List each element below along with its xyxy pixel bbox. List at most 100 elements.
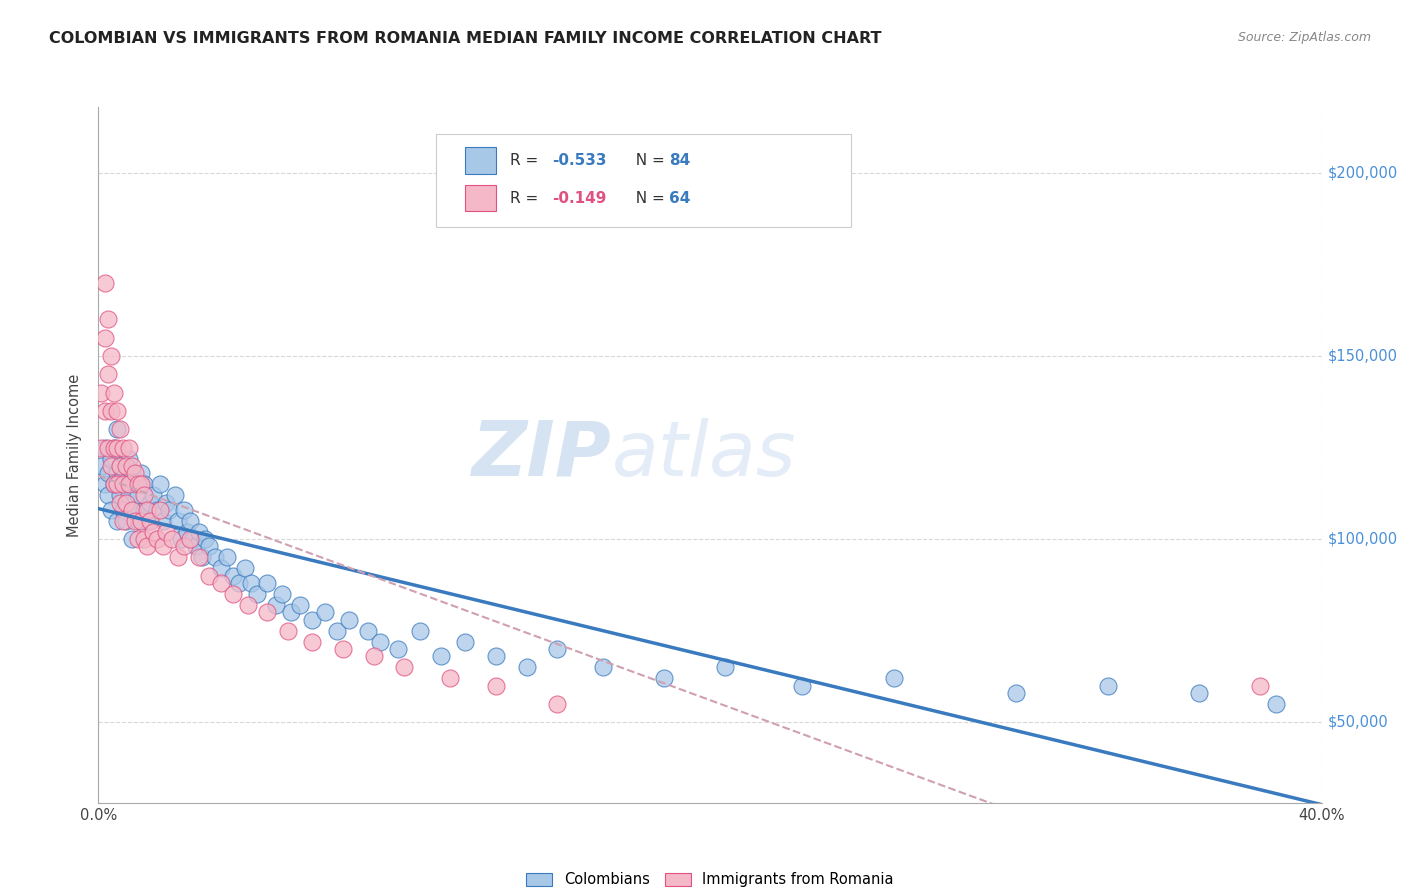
Point (97, 488, 120, 502)
Point (209, 561, 232, 575)
Point (118, 488, 141, 502)
Text: -0.533: -0.533 (553, 153, 607, 168)
Point (256, 606, 278, 620)
Point (100, 451, 122, 466)
Point (408, 624, 430, 638)
Point (233, 561, 256, 575)
Point (142, 488, 165, 502)
Point (179, 532, 201, 546)
Point (97, 441, 120, 455)
Point (1264, 697, 1286, 711)
Point (118, 441, 141, 455)
Point (167, 514, 190, 528)
Text: $100,000: $100,000 (1327, 532, 1398, 547)
Point (105, 441, 128, 455)
Point (97, 312, 120, 326)
Point (280, 606, 302, 620)
Text: N =: N = (626, 153, 669, 168)
Point (277, 624, 299, 638)
Point (290, 598, 312, 612)
Point (139, 495, 162, 509)
Y-axis label: Median Family Income: Median Family Income (67, 373, 83, 537)
Text: R =: R = (510, 191, 544, 205)
Text: $150,000: $150,000 (1327, 349, 1398, 364)
Point (246, 587, 269, 601)
Point (103, 441, 125, 455)
Point (485, 679, 508, 693)
Point (430, 649, 453, 664)
Point (136, 540, 159, 554)
Point (215, 550, 238, 565)
Point (546, 642, 568, 657)
Point (108, 488, 131, 502)
Point (256, 576, 278, 591)
Point (90, 385, 112, 400)
Point (790, 679, 813, 693)
Point (121, 458, 143, 473)
Point (93, 276, 115, 290)
Point (337, 613, 360, 627)
Point (136, 503, 159, 517)
Point (149, 503, 172, 517)
Point (173, 503, 195, 517)
Point (454, 634, 477, 648)
Point (105, 467, 128, 481)
Point (142, 524, 165, 539)
Point (387, 642, 409, 657)
Point (108, 458, 131, 473)
Point (883, 671, 905, 685)
Text: atlas: atlas (612, 418, 797, 491)
Point (368, 634, 391, 648)
Point (108, 422, 131, 436)
Point (179, 514, 201, 528)
Point (176, 524, 198, 539)
Point (111, 441, 134, 455)
Point (363, 649, 385, 664)
Text: 84: 84 (669, 153, 690, 168)
Point (111, 514, 134, 528)
Point (129, 477, 152, 491)
Legend: Colombians, Immigrants from Romania: Colombians, Immigrants from Romania (520, 866, 900, 892)
Point (115, 514, 138, 528)
Point (111, 477, 134, 491)
Point (115, 458, 138, 473)
Point (270, 587, 292, 601)
Point (108, 495, 131, 509)
Point (129, 467, 152, 481)
Point (93, 477, 115, 491)
Point (356, 624, 378, 638)
Point (157, 503, 180, 517)
Point (652, 671, 675, 685)
Point (238, 598, 260, 612)
Point (97, 467, 120, 481)
Point (121, 503, 143, 517)
Point (197, 568, 219, 582)
Text: $200,000: $200,000 (1327, 165, 1398, 180)
Point (124, 503, 146, 517)
Point (100, 458, 122, 473)
Point (170, 532, 193, 546)
Point (100, 503, 122, 517)
Point (105, 404, 128, 418)
Point (546, 697, 568, 711)
Point (332, 642, 354, 657)
Point (111, 503, 134, 517)
Text: COLOMBIAN VS IMMIGRANTS FROM ROMANIA MEDIAN FAMILY INCOME CORRELATION CHART: COLOMBIAN VS IMMIGRANTS FROM ROMANIA MED… (49, 31, 882, 46)
Point (209, 576, 232, 591)
Point (121, 467, 143, 481)
Point (136, 514, 159, 528)
Point (105, 514, 128, 528)
Point (240, 576, 263, 591)
Point (124, 477, 146, 491)
Point (301, 634, 323, 648)
Point (188, 524, 211, 539)
Point (100, 404, 122, 418)
Point (139, 514, 162, 528)
Point (145, 503, 167, 517)
Point (93, 404, 115, 418)
Point (714, 660, 737, 674)
Point (188, 550, 211, 565)
Point (115, 495, 138, 509)
Point (167, 550, 190, 565)
Point (326, 624, 349, 638)
